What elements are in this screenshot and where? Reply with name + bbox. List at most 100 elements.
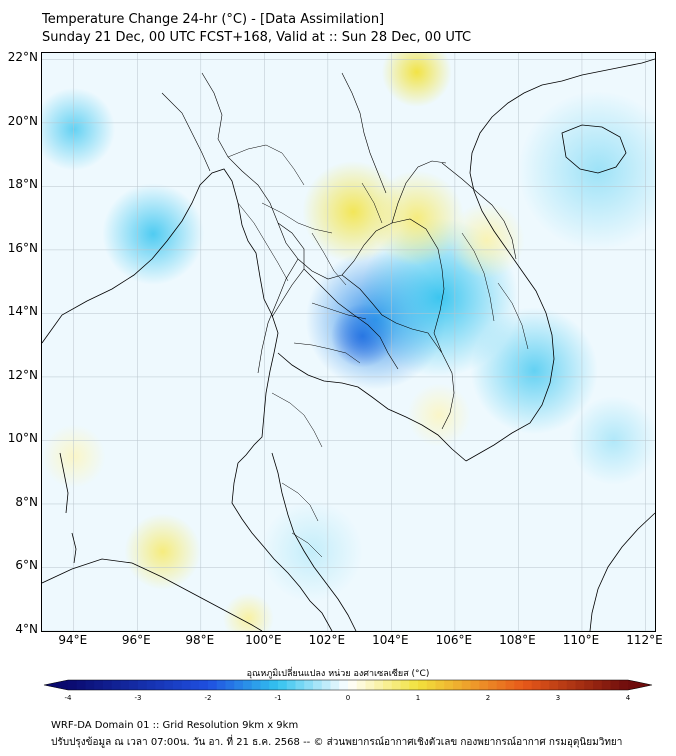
colorbar-segment (383, 680, 393, 690)
temperature-change-map (42, 53, 655, 631)
colorbar-segment (505, 680, 515, 690)
longitude-label: 102°E (308, 633, 346, 647)
coastline-myanmar-bay (42, 168, 279, 464)
colorbar-segment (164, 680, 174, 690)
colorbar-segment (190, 680, 200, 690)
map-panel (41, 52, 656, 632)
colorbar-title: อุณหภูมิเปลี่ยนแปลง หน่วย องศาเซลเซียส (… (246, 669, 430, 679)
colorbar-tick-label: 1 (415, 694, 421, 702)
latitude-label: 12°N (7, 367, 38, 382)
colorbar-tick-label: -2 (204, 694, 212, 702)
coastline-malay-west (271, 452, 357, 631)
anomaly-blob (223, 592, 274, 631)
colorbar-segment (129, 680, 139, 690)
coastlines (42, 58, 655, 631)
anomaly-blob (42, 87, 116, 171)
colorbar-segment (304, 680, 314, 690)
colorbar-segment (426, 680, 436, 690)
footer-model-info: WRF-DA Domain 01 :: Grid Resolution 9km … (51, 720, 299, 731)
latitude-label: 4°N (15, 622, 38, 636)
anomaly-blob (369, 170, 465, 266)
colorbar-segment (68, 680, 78, 690)
footer-credit: ปรับปรุงข้อมูล ณ เวลา 07:00น. วัน อา. ที… (51, 737, 623, 748)
colorbar-segment (251, 680, 261, 690)
colorbar-segment (584, 680, 594, 690)
colorbar-tick-label: 4 (625, 694, 631, 702)
admin-borders (161, 72, 529, 558)
colorbar-segment (286, 680, 296, 690)
colorbar (43, 679, 653, 691)
colorbar-segment (374, 680, 384, 690)
province-lines (227, 144, 529, 558)
colorbar-segment (461, 680, 471, 690)
colorbar-segment (601, 680, 611, 690)
colorbar-outline (43, 679, 653, 691)
coastline-indochina-east (465, 58, 655, 462)
anomaly-field (42, 53, 655, 631)
colorbar-segment (391, 680, 401, 690)
colorbar-segment (610, 680, 620, 690)
colorbar-segment (619, 680, 629, 690)
colorbar-segment (566, 680, 576, 690)
latitude-label: 8°N (15, 494, 38, 509)
anomaly-blob (124, 513, 201, 590)
latitude-label: 6°N (15, 558, 38, 573)
colorbar-segment (400, 680, 410, 690)
coastline-gulf-north (277, 352, 467, 462)
colorbar-segment (479, 680, 489, 690)
colorbar-segment (549, 680, 559, 690)
colorbar-tick-label: 3 (555, 694, 561, 702)
chart-title: Temperature Change 24-hr (°C) - [Data As… (42, 12, 385, 27)
latitude-label: 20°N (7, 113, 38, 128)
colorbar-segment (243, 680, 253, 690)
colorbar-segment (409, 680, 419, 690)
colorbar-segment (295, 680, 305, 690)
anomaly-blob (261, 500, 363, 603)
latitude-label: 22°N (7, 50, 38, 65)
colorbar-segment (313, 680, 323, 690)
longitude-label: 94°E (58, 633, 88, 647)
latitude-label: 10°N (7, 431, 38, 446)
border-lines (161, 72, 517, 430)
colorbar-segment (418, 680, 428, 690)
graticule (42, 53, 655, 631)
colorbar-segment (330, 680, 340, 690)
longitude-label: 110°E (562, 633, 600, 647)
colorbar-segment (173, 680, 183, 690)
anomaly-blob (102, 183, 204, 285)
latitude-label: 14°N (7, 304, 38, 319)
longitude-label: 96°E (121, 633, 151, 647)
colorbar-segment (540, 680, 550, 690)
colorbar-segment (76, 680, 86, 690)
colorbar-segment (103, 680, 113, 690)
colorbar-segment (269, 680, 279, 690)
colorbar-segment (321, 680, 331, 690)
longitude-label: 104°E (372, 633, 409, 647)
colorbar-segment (435, 680, 445, 690)
colorbar-segment (558, 680, 568, 690)
colorbar-segment (94, 680, 104, 690)
anomaly-blob (407, 383, 471, 447)
anomaly-blob (470, 307, 598, 435)
colorbar-segment (146, 680, 156, 690)
longitude-label: 98°E (185, 633, 215, 647)
colorbar-segment (138, 680, 148, 690)
colorbar-segment (496, 680, 506, 690)
colorbar-min-extend (44, 680, 68, 690)
colorbar-segment (278, 680, 288, 690)
longitude-label: 106°E (435, 633, 473, 647)
colorbar-segment (181, 680, 191, 690)
colorbar-segment (155, 680, 165, 690)
colorbar-segment (356, 680, 366, 690)
colorbar-segment (575, 680, 585, 690)
colorbar-segment (348, 680, 358, 690)
latitude-label: 18°N (7, 177, 38, 192)
colorbar-segment (488, 680, 498, 690)
colorbar-segment (234, 680, 244, 690)
longitude-label: 100°E (245, 633, 282, 647)
colorbar-segment (453, 680, 463, 690)
colorbar-segment (85, 680, 95, 690)
colorbar-segment (531, 680, 541, 690)
colorbar-max-extend (628, 680, 652, 690)
colorbar-segment (470, 680, 480, 690)
